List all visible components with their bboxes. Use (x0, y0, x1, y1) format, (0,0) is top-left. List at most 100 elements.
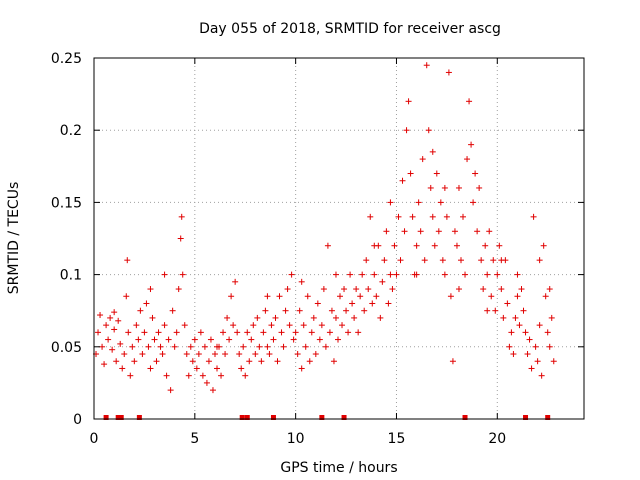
data-point (429, 148, 436, 155)
data-point (124, 257, 131, 264)
data-point (383, 228, 390, 235)
data-point (173, 329, 180, 336)
data-point (199, 372, 206, 379)
data-point (101, 361, 108, 368)
data-point (439, 257, 446, 264)
data-point (220, 329, 227, 336)
data-point (347, 271, 354, 278)
data-point (397, 257, 404, 264)
data-point (145, 343, 152, 350)
data-point (97, 312, 104, 319)
data-point (214, 343, 221, 350)
data-point (248, 336, 255, 343)
data-point (155, 329, 162, 336)
data-point (242, 372, 249, 379)
data-point (292, 329, 299, 336)
zero-marker (244, 415, 250, 420)
data-point (328, 307, 335, 314)
data-point (516, 322, 523, 329)
data-point (387, 199, 394, 206)
zero-marker (270, 415, 276, 420)
data-point (272, 314, 279, 321)
data-point (361, 307, 368, 314)
x-tick-label: 20 (488, 431, 506, 447)
data-point (421, 257, 428, 264)
data-points (93, 62, 557, 394)
data-point (409, 213, 416, 220)
data-point (546, 343, 553, 350)
data-point (224, 314, 231, 321)
zero-value-markers (103, 415, 551, 420)
data-point (298, 365, 305, 372)
zero-marker (239, 415, 245, 420)
data-point (298, 278, 305, 285)
data-point (252, 351, 259, 358)
data-point (415, 199, 422, 206)
data-point (433, 170, 440, 177)
data-point (534, 358, 541, 365)
grid-lines (94, 58, 584, 419)
data-point (214, 365, 221, 372)
data-point (359, 271, 366, 278)
data-point (137, 307, 144, 314)
data-point (353, 286, 360, 293)
data-point (510, 351, 517, 358)
data-point (133, 322, 140, 329)
x-tick-label: 10 (287, 431, 305, 447)
data-point (308, 329, 315, 336)
data-point (345, 329, 352, 336)
data-point (548, 314, 555, 321)
data-point (401, 228, 408, 235)
data-point (300, 322, 307, 329)
data-point (286, 322, 293, 329)
data-point (326, 329, 333, 336)
y-tick-label: 0.25 (51, 51, 82, 67)
data-point (282, 307, 289, 314)
data-point (222, 351, 229, 358)
data-point (218, 372, 225, 379)
data-point (427, 184, 434, 191)
data-point (466, 98, 473, 105)
data-point (280, 343, 287, 350)
data-point (488, 293, 495, 300)
data-point (125, 329, 132, 336)
data-point (494, 271, 501, 278)
zero-marker (136, 415, 142, 420)
data-point (423, 62, 430, 69)
data-point (514, 271, 521, 278)
data-point (387, 271, 394, 278)
data-point (419, 156, 426, 163)
data-point (147, 286, 154, 293)
x-tick-label: 5 (190, 431, 199, 447)
data-point (211, 351, 218, 358)
data-point (498, 257, 505, 264)
data-point (304, 293, 311, 300)
data-point (385, 300, 392, 307)
data-point (492, 307, 499, 314)
data-point (183, 351, 190, 358)
data-point (312, 351, 319, 358)
zero-marker (462, 415, 468, 420)
data-point (381, 257, 388, 264)
data-point (431, 242, 438, 249)
data-point (244, 329, 251, 336)
data-point (294, 351, 301, 358)
data-point (191, 336, 198, 343)
data-point (187, 343, 194, 350)
data-point (379, 278, 386, 285)
y-tick-label: 0.2 (60, 123, 82, 139)
data-point (129, 343, 136, 350)
data-point (197, 329, 204, 336)
y-tick-label: 0.05 (51, 340, 82, 356)
data-point (486, 228, 493, 235)
data-point (441, 271, 448, 278)
data-point (111, 326, 118, 333)
data-point (165, 336, 172, 343)
data-point (417, 228, 424, 235)
data-point (153, 358, 160, 365)
data-point (189, 358, 196, 365)
x-axis-label: GPS time / hours (280, 460, 397, 476)
zero-marker (545, 415, 551, 420)
data-point (149, 314, 156, 321)
data-point (480, 286, 487, 293)
